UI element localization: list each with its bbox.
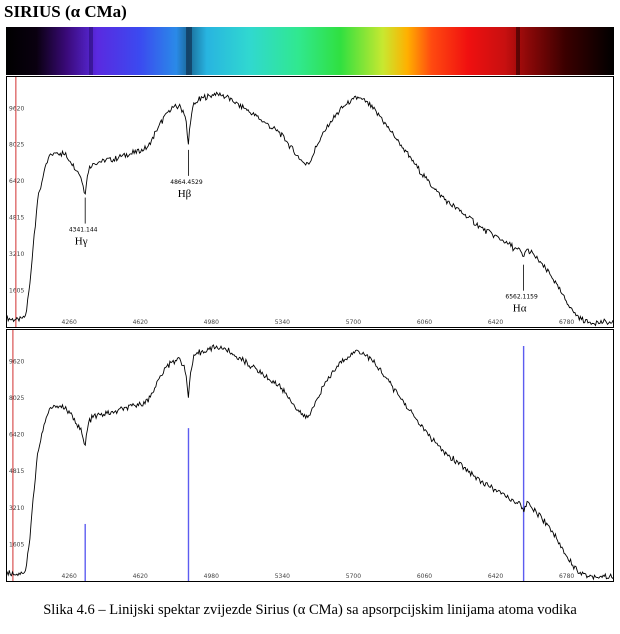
y-tick-label: 1605 <box>9 541 24 548</box>
y-tick-label: 6420 <box>9 432 24 439</box>
x-tick-label: 4620 <box>133 319 148 326</box>
color-spectrum-bar <box>6 27 614 75</box>
spectrum-gamma-band <box>89 27 93 75</box>
x-tick-label: 4260 <box>62 573 77 580</box>
spectrum-plot: 1605 3210 4815 6420 8025 9620 4260 4620 4980 5340… <box>6 76 614 582</box>
x-tick-label: 4980 <box>204 319 219 326</box>
x-tick-label: 6420 <box>488 319 503 326</box>
x-tick-label: 4980 <box>204 573 219 580</box>
y-tick-label: 3210 <box>9 251 24 258</box>
annotation-wavelength: 6562.1159 <box>505 294 538 301</box>
bottom-panel-frame <box>6 329 614 582</box>
y-tick-label: 6420 <box>9 178 24 185</box>
x-tick-label: 6780 <box>559 319 574 326</box>
y-tick-label: 4815 <box>9 215 24 222</box>
y-tick-label: 9620 <box>9 105 24 112</box>
y-tick-label: 1605 <box>9 288 24 295</box>
figure-caption: Slika 4.6 – Linijski spektar zvijezde Si… <box>43 602 577 618</box>
x-tick-label: 5700 <box>346 573 361 580</box>
annotation-line-label: Hβ <box>178 188 192 200</box>
spectrum-curve <box>6 91 614 327</box>
x-tick-label: 5340 <box>275 573 290 580</box>
spectrum-beta-band <box>186 27 192 75</box>
x-tick-label: 6060 <box>417 573 432 580</box>
spectrum-alpha-band <box>516 27 520 75</box>
annotation-line-label: Hγ <box>75 236 88 248</box>
y-tick-label: 9620 <box>9 358 24 365</box>
annotation-line-label: Hα <box>513 303 527 315</box>
chart-title: SIRIUS (α CMa) <box>4 2 127 21</box>
x-tick-label: 5340 <box>275 319 290 326</box>
y-tick-label: 8025 <box>9 395 24 402</box>
annotation-wavelength: 4341.144 <box>69 227 98 234</box>
x-tick-label: 4260 <box>62 319 77 326</box>
y-tick-label: 4815 <box>9 468 24 475</box>
top-panel-frame <box>6 76 614 328</box>
x-tick-label: 6420 <box>488 573 503 580</box>
bottom-panel: 1605 3210 4815 6420 8025 9620 4260 4620 4980 5340… <box>6 330 614 581</box>
x-tick-label: 4620 <box>133 573 148 580</box>
top-panel: 1605 3210 4815 6420 8025 9620 4260 4620 4980 5340… <box>6 77 614 327</box>
y-tick-label: 3210 <box>9 505 24 512</box>
y-tick-label: 8025 <box>9 142 24 149</box>
spectrum-curve <box>6 344 614 581</box>
x-tick-label: 5700 <box>346 319 361 326</box>
x-tick-label: 6780 <box>559 573 574 580</box>
annotation-wavelength: 4864.4529 <box>170 179 203 186</box>
x-tick-label: 6060 <box>417 319 432 326</box>
